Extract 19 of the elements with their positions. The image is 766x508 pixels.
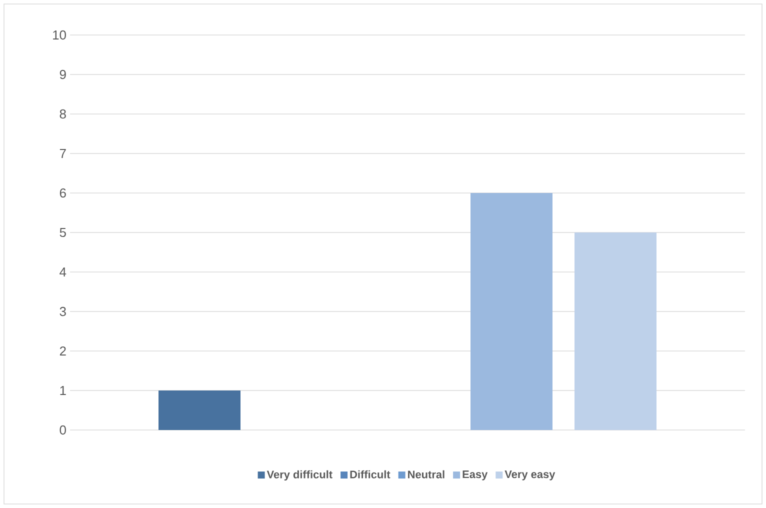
bar bbox=[574, 232, 657, 430]
y-tick-label: 4 bbox=[60, 268, 66, 276]
legend-label: Very difficult bbox=[266, 470, 332, 481]
legend-label: Easy bbox=[462, 470, 488, 480]
y-tick-label: 2 bbox=[60, 346, 66, 356]
legend-label: Neutral bbox=[408, 470, 444, 478]
y-tick-label: 0 bbox=[60, 425, 66, 435]
y-tick-label: 10 bbox=[53, 30, 66, 40]
y-tick-label: 1 bbox=[60, 386, 66, 395]
y-tick-label: 3 bbox=[60, 306, 66, 316]
legend-label: Very easy bbox=[504, 470, 556, 480]
legend-label: Difficult bbox=[350, 470, 390, 478]
y-tick-label: 5 bbox=[60, 228, 66, 238]
bar bbox=[470, 192, 553, 430]
bar bbox=[158, 390, 241, 430]
y-tick-label: 6 bbox=[60, 188, 66, 198]
y-tick-label: 9 bbox=[60, 70, 66, 80]
y-tick-label: 7 bbox=[60, 149, 66, 158]
y-tick-label: 8 bbox=[60, 109, 66, 119]
